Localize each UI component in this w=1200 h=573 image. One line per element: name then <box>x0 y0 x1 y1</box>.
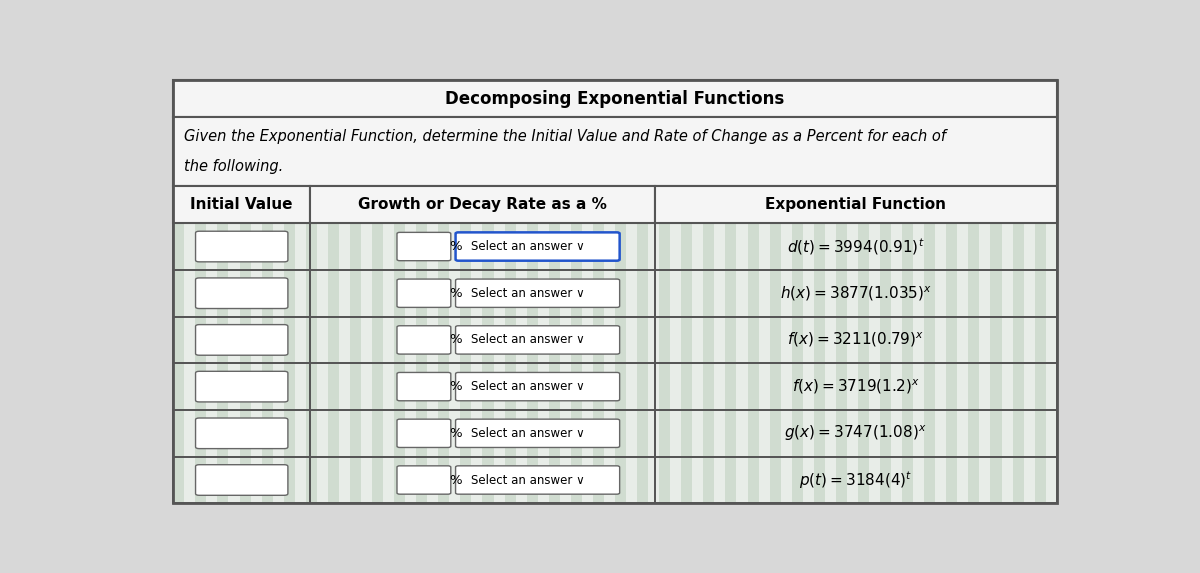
FancyBboxPatch shape <box>703 80 714 503</box>
FancyBboxPatch shape <box>527 80 538 503</box>
Text: the following.: the following. <box>185 159 283 174</box>
Text: $g(x) = 3747(1.08)^{x}$: $g(x) = 3747(1.08)^{x}$ <box>785 423 928 443</box>
FancyBboxPatch shape <box>416 80 427 503</box>
FancyBboxPatch shape <box>456 466 619 494</box>
FancyBboxPatch shape <box>173 80 1057 117</box>
Text: $f(x) = 3719(1.2)^{x}$: $f(x) = 3719(1.2)^{x}$ <box>792 377 919 396</box>
FancyBboxPatch shape <box>902 80 913 503</box>
FancyBboxPatch shape <box>616 80 626 503</box>
FancyBboxPatch shape <box>836 80 847 503</box>
FancyBboxPatch shape <box>792 80 803 503</box>
FancyBboxPatch shape <box>173 80 1057 503</box>
FancyBboxPatch shape <box>880 80 892 503</box>
FancyBboxPatch shape <box>438 80 449 503</box>
Text: %: % <box>450 240 462 253</box>
Text: %: % <box>450 380 462 393</box>
Text: Select an answer ∨: Select an answer ∨ <box>472 473 584 486</box>
FancyBboxPatch shape <box>748 80 758 503</box>
Text: Given the Exponential Function, determine the Initial Value and Rate of Change a: Given the Exponential Function, determin… <box>185 129 947 144</box>
FancyBboxPatch shape <box>924 80 935 503</box>
FancyBboxPatch shape <box>397 233 451 261</box>
FancyBboxPatch shape <box>456 233 619 261</box>
FancyBboxPatch shape <box>397 419 451 448</box>
FancyBboxPatch shape <box>726 80 737 503</box>
FancyBboxPatch shape <box>814 80 824 503</box>
Text: $p(t) = 3184(4)^{t}$: $p(t) = 3184(4)^{t}$ <box>799 469 912 491</box>
FancyBboxPatch shape <box>306 80 317 503</box>
Text: $f(x) = 3211(0.79)^{x}$: $f(x) = 3211(0.79)^{x}$ <box>787 331 924 349</box>
FancyBboxPatch shape <box>397 279 451 307</box>
FancyBboxPatch shape <box>637 80 648 503</box>
Text: Exponential Function: Exponential Function <box>766 197 947 212</box>
FancyBboxPatch shape <box>456 326 619 354</box>
Text: Select an answer ∨: Select an answer ∨ <box>472 380 584 393</box>
Text: Growth or Decay Rate as a %: Growth or Decay Rate as a % <box>358 197 607 212</box>
FancyBboxPatch shape <box>571 80 582 503</box>
FancyBboxPatch shape <box>397 372 451 401</box>
FancyBboxPatch shape <box>1013 80 1024 503</box>
FancyBboxPatch shape <box>196 465 288 495</box>
Text: $h(x) = 3877(1.035)^{x}$: $h(x) = 3877(1.035)^{x}$ <box>780 284 931 303</box>
FancyBboxPatch shape <box>548 80 559 503</box>
FancyBboxPatch shape <box>482 80 493 503</box>
FancyBboxPatch shape <box>593 80 604 503</box>
Text: Select an answer ∨: Select an answer ∨ <box>472 286 584 300</box>
FancyBboxPatch shape <box>310 186 655 223</box>
FancyBboxPatch shape <box>350 80 361 503</box>
FancyBboxPatch shape <box>173 186 310 223</box>
FancyBboxPatch shape <box>461 80 472 503</box>
FancyBboxPatch shape <box>456 372 619 401</box>
FancyBboxPatch shape <box>947 80 958 503</box>
Text: %: % <box>450 427 462 440</box>
Text: %: % <box>450 473 462 486</box>
FancyBboxPatch shape <box>1034 80 1045 503</box>
FancyBboxPatch shape <box>372 80 383 503</box>
FancyBboxPatch shape <box>397 466 451 494</box>
Text: Select an answer ∨: Select an answer ∨ <box>472 333 584 347</box>
FancyBboxPatch shape <box>456 419 619 448</box>
FancyBboxPatch shape <box>240 80 251 503</box>
FancyBboxPatch shape <box>659 80 671 503</box>
FancyBboxPatch shape <box>858 80 869 503</box>
FancyBboxPatch shape <box>990 80 1002 503</box>
FancyBboxPatch shape <box>328 80 338 503</box>
FancyBboxPatch shape <box>655 186 1057 223</box>
FancyBboxPatch shape <box>196 371 288 402</box>
Text: %: % <box>450 286 462 300</box>
FancyBboxPatch shape <box>397 326 451 354</box>
FancyBboxPatch shape <box>262 80 272 503</box>
FancyBboxPatch shape <box>682 80 692 503</box>
FancyBboxPatch shape <box>173 117 1057 186</box>
FancyBboxPatch shape <box>196 418 288 449</box>
FancyBboxPatch shape <box>196 80 206 503</box>
FancyBboxPatch shape <box>196 278 288 308</box>
FancyBboxPatch shape <box>456 279 619 307</box>
Text: %: % <box>450 333 462 347</box>
Text: Select an answer ∨: Select an answer ∨ <box>472 427 584 440</box>
Text: Initial Value: Initial Value <box>191 197 293 212</box>
FancyBboxPatch shape <box>283 80 295 503</box>
FancyBboxPatch shape <box>968 80 979 503</box>
FancyBboxPatch shape <box>504 80 516 503</box>
FancyBboxPatch shape <box>769 80 781 503</box>
FancyBboxPatch shape <box>394 80 406 503</box>
Text: $d(t) = 3994(0.91)^{t}$: $d(t) = 3994(0.91)^{t}$ <box>787 236 924 257</box>
FancyBboxPatch shape <box>173 80 185 503</box>
FancyBboxPatch shape <box>196 231 288 262</box>
Text: Select an answer ∨: Select an answer ∨ <box>472 240 584 253</box>
FancyBboxPatch shape <box>196 325 288 355</box>
Text: Decomposing Exponential Functions: Decomposing Exponential Functions <box>445 89 785 108</box>
FancyBboxPatch shape <box>217 80 228 503</box>
